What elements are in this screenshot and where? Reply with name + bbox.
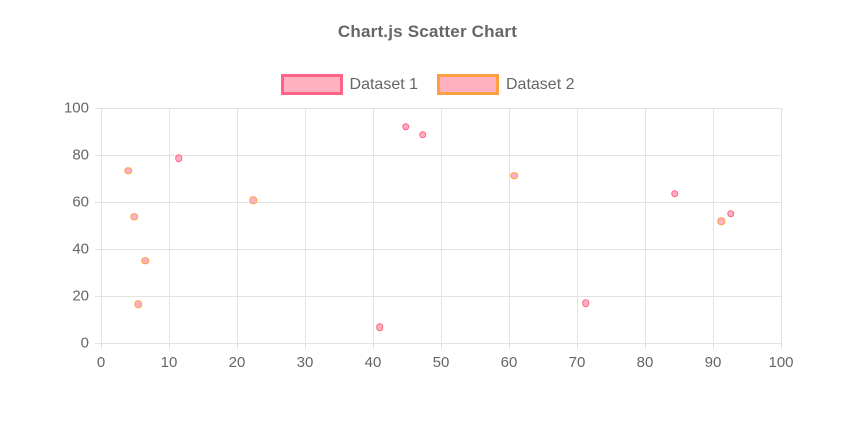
y-tick-mark xyxy=(95,342,101,344)
x-tick-mark xyxy=(100,343,102,349)
data-point-dataset-2[interactable] xyxy=(717,217,725,226)
x-tick-mark xyxy=(304,343,306,349)
y-tick-label: 80 xyxy=(72,146,89,164)
y-tick-mark xyxy=(95,154,101,156)
gridline-vertical xyxy=(236,108,238,343)
x-tick-label: 100 xyxy=(768,354,794,371)
data-point-dataset-1[interactable] xyxy=(174,154,183,163)
x-tick-label: 70 xyxy=(568,354,586,371)
legend-label: Dataset 2 xyxy=(506,76,575,93)
data-point-dataset-2[interactable] xyxy=(134,300,143,309)
y-tick-mark xyxy=(95,107,101,109)
gridline-vertical xyxy=(712,108,714,343)
y-tick-mark xyxy=(95,295,101,297)
x-tick-label: 40 xyxy=(364,354,382,371)
y-tick-label: 20 xyxy=(72,287,89,305)
x-tick-label: 80 xyxy=(636,354,654,371)
x-tick-label: 90 xyxy=(704,354,722,371)
legend-item-dataset-2[interactable]: Dataset 2 xyxy=(437,74,574,95)
data-point-dataset-2[interactable] xyxy=(249,196,258,204)
x-tick-label: 50 xyxy=(432,354,450,371)
legend-swatch-dataset-1 xyxy=(280,74,343,95)
x-tick-mark xyxy=(372,343,374,349)
data-point-dataset-1[interactable] xyxy=(582,299,590,308)
gridline-vertical xyxy=(372,108,374,343)
gridline-vertical xyxy=(644,108,646,343)
x-tick-label: 60 xyxy=(500,354,518,371)
gridline-horizontal xyxy=(101,248,781,250)
x-tick-mark xyxy=(236,343,238,349)
y-tick-label: 100 xyxy=(63,99,89,117)
data-point-dataset-2[interactable] xyxy=(141,257,149,265)
y-tick-label: 0 xyxy=(80,334,89,352)
data-point-dataset-2[interactable] xyxy=(124,166,132,175)
x-tick-mark xyxy=(440,343,442,349)
gridline-vertical xyxy=(508,108,510,343)
legend-item-dataset-1[interactable]: Dataset 1 xyxy=(280,74,418,95)
legend-swatch-dataset-2 xyxy=(437,74,499,95)
data-point-dataset-1[interactable] xyxy=(671,190,679,198)
y-tick-label: 60 xyxy=(72,193,89,211)
plot-area: 0 10 20 30 40 50 60 70 80 90 100 0 20 40 60 80 100 xyxy=(64,100,794,372)
gridline-vertical xyxy=(304,108,306,343)
x-tick-label: 30 xyxy=(296,354,314,371)
legend: Dataset 1 Dataset 2 xyxy=(0,74,855,95)
data-point-dataset-1[interactable] xyxy=(376,323,384,331)
data-point-dataset-1[interactable] xyxy=(726,210,735,218)
x-tick-label: 10 xyxy=(160,354,178,371)
x-tick-label: 20 xyxy=(228,354,246,371)
y-tick-mark xyxy=(95,248,101,250)
gridline-horizontal xyxy=(101,201,781,203)
gridline-vertical xyxy=(780,108,782,343)
gridline-vertical xyxy=(168,108,170,343)
x-tick-label: 0 xyxy=(96,354,106,371)
data-point-dataset-2[interactable] xyxy=(130,213,139,221)
gridline-vertical xyxy=(100,108,102,343)
x-tick-mark xyxy=(508,343,510,349)
x-tick-mark xyxy=(576,343,578,349)
data-point-dataset-1[interactable] xyxy=(401,123,410,131)
data-point-dataset-2[interactable] xyxy=(510,172,519,180)
legend-label: Dataset 1 xyxy=(349,76,418,93)
x-tick-mark xyxy=(168,343,170,349)
y-tick-mark xyxy=(95,201,101,203)
gridline-horizontal xyxy=(101,154,781,156)
x-tick-mark xyxy=(780,343,782,349)
data-point-dataset-1[interactable] xyxy=(418,131,427,139)
gridline-vertical xyxy=(440,108,442,343)
gridline-horizontal xyxy=(101,295,781,297)
y-tick-label: 40 xyxy=(72,240,89,258)
x-tick-mark xyxy=(712,343,714,349)
chart-title: Chart.js Scatter Chart xyxy=(337,22,518,41)
gridline-vertical xyxy=(576,108,578,343)
gridline-horizontal xyxy=(101,342,781,344)
gridline-horizontal xyxy=(101,107,781,109)
x-tick-mark xyxy=(644,343,646,349)
